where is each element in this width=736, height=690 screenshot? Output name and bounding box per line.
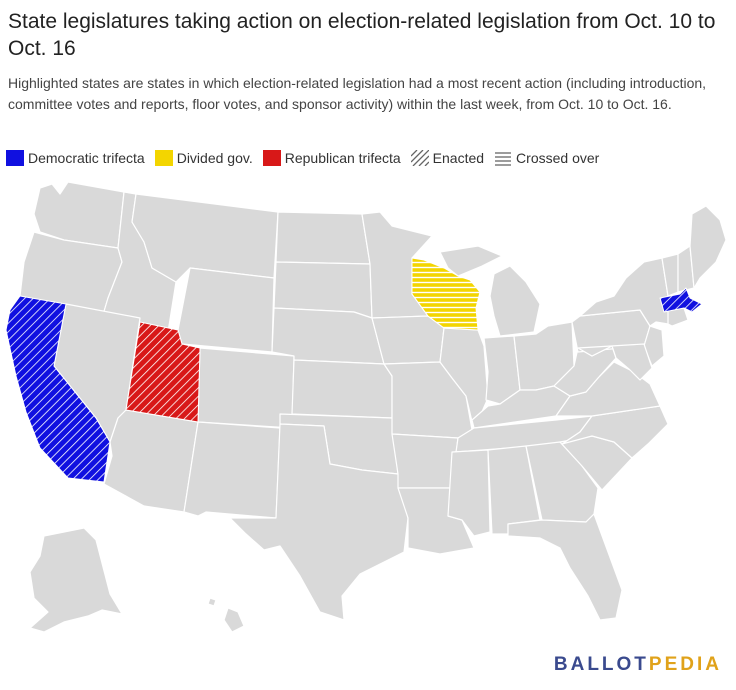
state-wyoming [177, 267, 275, 353]
legend-label-republican: Republican trifecta [284, 150, 401, 166]
legend: Democratic trifecta Divided gov. Republi… [6, 149, 609, 167]
crossed-over-swatch [495, 152, 512, 166]
state-maine [689, 205, 727, 289]
legend-item-republican: Republican trifecta [262, 150, 401, 166]
legend-label-democratic: Democratic trifecta [28, 150, 145, 166]
legend-item-divided: Divided gov. [154, 150, 253, 166]
republican-swatch [262, 150, 281, 166]
logo-part-2: PEDIA [648, 654, 722, 675]
logo-part-1: BALLOT [553, 654, 649, 675]
enacted-swatch [410, 150, 429, 166]
state-massachusetts-highlight [659, 287, 703, 313]
chart-subtitle: Highlighted states are states in which e… [8, 75, 707, 112]
legend-item-democratic: Democratic trifecta [6, 150, 145, 166]
state-kansas [291, 359, 393, 419]
state-michigan [439, 245, 503, 277]
state-new-jersey [643, 325, 665, 367]
chart-title: State legislatures taking action on elec… [8, 10, 716, 60]
state-arkansas [391, 433, 459, 489]
state-michigan-lower [489, 265, 541, 337]
state-texas [229, 423, 409, 621]
state-california-highlight [5, 295, 111, 483]
state-kentucky [471, 385, 571, 429]
state-new-mexico [183, 421, 281, 519]
democratic-swatch [6, 150, 24, 166]
legend-label-crossed-over: Crossed over [516, 150, 600, 166]
state-north-carolina [561, 405, 669, 459]
state-utah-highlight [125, 321, 201, 423]
state-north-dakota [275, 211, 371, 265]
state-alaska [29, 527, 123, 633]
state-hawaii-small [207, 597, 217, 607]
divided-swatch [154, 150, 173, 166]
state-maryland-delaware [577, 343, 653, 381]
state-iowa [371, 315, 445, 365]
state-montana [131, 193, 279, 283]
state-wisconsin-highlight [411, 257, 481, 331]
legend-item-crossed-over: Crossed over [494, 150, 599, 166]
legend-label-divided: Divided gov. [176, 150, 253, 166]
legend-label-enacted: Enacted [432, 150, 485, 166]
state-hawaii [223, 607, 245, 633]
us-map [5, 181, 727, 633]
state-florida [507, 513, 623, 621]
ballotpedia-logo: BALLOTPEDIA [554, 654, 722, 676]
state-nebraska [271, 307, 385, 365]
state-arizona [103, 409, 199, 513]
legend-item-enacted: Enacted [410, 150, 485, 166]
